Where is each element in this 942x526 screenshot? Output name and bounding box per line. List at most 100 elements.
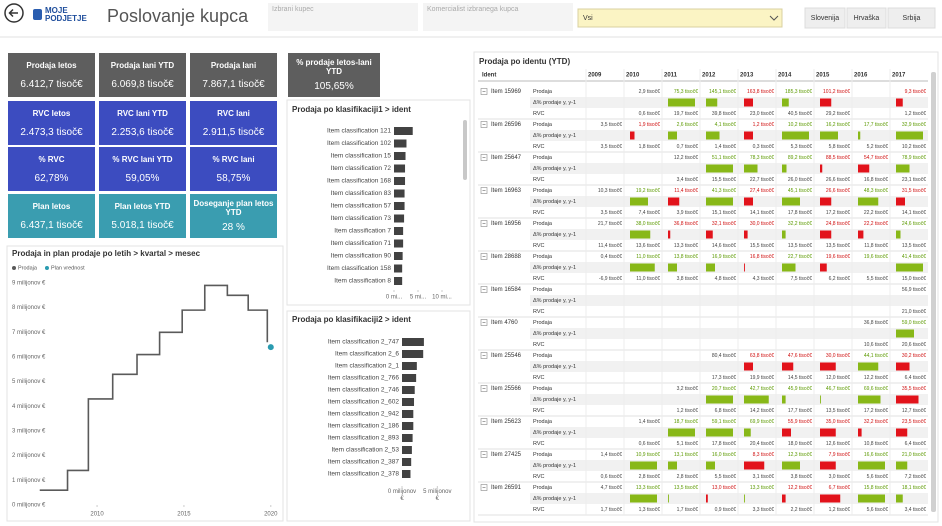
x-tick-label: 0 milijonov € (387, 489, 417, 502)
bar (394, 202, 405, 210)
cell-value: 16,0 tisoč€ (712, 452, 736, 458)
legend-label: Prodaja (18, 265, 38, 271)
delta-bar (782, 494, 786, 503)
country-button[interactable] (887, 7, 936, 29)
cell-value: 1,9 tisoč€ (639, 122, 661, 128)
x-tick-label: 0 mi... (386, 295, 403, 301)
delta-bar (668, 263, 677, 272)
cell-value: 5,5 tisoč€ (867, 276, 889, 282)
cell-value: 16,9 tisoč€ (712, 254, 736, 260)
cell-value: 51,1 tisoč€ (712, 155, 736, 161)
cell-value: 78,3 tisoč€ (750, 155, 774, 161)
dropdown[interactable] (577, 8, 783, 28)
kpi-card: Prodaja lani 7.867,1 tisoč€ (190, 53, 277, 97)
kpi-card: % RVC lani 58,75% (190, 147, 277, 191)
cell-value: 10,6 tisoč€ (864, 342, 888, 348)
delta-bar (744, 263, 745, 272)
country-button[interactable] (846, 7, 887, 29)
cell-value: 3,4 tisoč€ (905, 507, 927, 513)
category-label: Item classification 2_766 (328, 375, 400, 382)
kpi-value: 6.437,1 tisoč€ (20, 219, 83, 231)
cell-value: 9,3 tisoč€ (905, 89, 927, 95)
row-label: Prodaja (533, 254, 553, 260)
panel (286, 99, 471, 306)
button-label[interactable]: Srbija (903, 15, 921, 22)
delta-bar (744, 230, 748, 239)
cell-value: 3,5 tisoč€ (601, 210, 623, 216)
category-label: Item classification 102 (327, 140, 391, 147)
cell-value: 48,3 tisoč€ (864, 188, 888, 194)
cell-value: 24,6 tisoč€ (902, 221, 926, 227)
kpi-value: 59,05% (125, 172, 160, 184)
bar (402, 362, 417, 370)
cell-value: 17,8 tisoč€ (788, 210, 812, 216)
cell-value: 21,0 tisoč€ (902, 309, 926, 315)
y-tick-label: 2 milijonov € (12, 453, 46, 459)
delta-bar (820, 164, 823, 173)
column-header: Ident (482, 73, 496, 79)
row-label: Prodaja (533, 419, 553, 425)
item-name: Item 26591 (491, 485, 522, 491)
cell-value: 3,5 tisoč€ (601, 122, 623, 128)
delta-bar (668, 197, 680, 206)
row-label: RVC (533, 441, 545, 447)
country-button[interactable] (804, 7, 846, 29)
bar (402, 410, 414, 418)
row-label: Prodaja (533, 89, 553, 95)
cell-value: 12,3 tisoč€ (788, 452, 812, 458)
scrollbar[interactable] (931, 72, 936, 512)
legend-marker (44, 266, 49, 270)
delta-bar (858, 131, 861, 140)
row-label: RVC (533, 276, 545, 282)
button-label[interactable]: Hrvaška (854, 15, 880, 22)
delta-bar (630, 230, 651, 239)
kpi-card: RVC lani 2.911,5 tisoč€ (190, 101, 277, 145)
cell-value: 12,7 tisoč€ (902, 408, 926, 414)
cell-value: 11,0 tisoč€ (636, 276, 660, 282)
cell-value: 16,8 tisoč€ (750, 254, 774, 260)
cell-value: 11,4 tisoč€ (674, 188, 698, 194)
cell-value: 5,2 tisoč€ (867, 144, 889, 150)
cell-value: 89,2 tisoč€ (788, 155, 812, 161)
legend-label: Plan vrednost (51, 265, 85, 271)
cell-value: 1,7 tisoč€ (601, 507, 623, 513)
cell-value: 23,5 tisoč€ (902, 419, 926, 425)
cell-value: 17,2 tisoč€ (826, 210, 850, 216)
row-label: Δ% prodaje y, y-1 (533, 199, 576, 205)
kpi-value: 6.412,7 tisoč€ (20, 78, 83, 90)
column-header: 2013 (740, 73, 754, 79)
dropdown-value[interactable]: Vsi (583, 15, 593, 22)
filter-box[interactable] (268, 3, 418, 31)
scrollbar[interactable] (463, 120, 467, 180)
row-label: RVC (533, 408, 545, 414)
cell-value: 1,2 tisoč€ (753, 122, 775, 128)
kpi-label: % RVC lani (212, 154, 255, 164)
cell-value: 5,1 tisoč€ (677, 441, 699, 447)
category-label: Item classification 15 (331, 153, 392, 160)
cell-value: 0,6 tisoč€ (639, 111, 661, 117)
kpi-value: 105,65% (314, 80, 354, 92)
row-label: Prodaja (533, 221, 553, 227)
row-label: Δ% prodaje y, y-1 (533, 331, 576, 337)
cell-value: 54,7 tisoč€ (864, 155, 888, 161)
cell-value: 2,8 tisoč€ (677, 474, 699, 480)
cell-value: 14,1 tisoč€ (902, 210, 926, 216)
cell-value: 8,3 tisoč€ (753, 452, 775, 458)
button-label[interactable]: Slovenija (811, 15, 840, 22)
cell-value: 32,2 tisoč€ (788, 221, 812, 227)
cell-value: 23,0 tisoč€ (750, 111, 774, 117)
bar (402, 386, 415, 394)
delta-bar (706, 98, 718, 107)
cell-value: 12,6 tisoč€ (826, 441, 850, 447)
column-header: 2016 (854, 73, 868, 79)
filter-box[interactable] (423, 3, 573, 31)
category-label: Item classification 2_6 (335, 351, 399, 358)
kpi-value: 5.018,1 tisoč€ (111, 219, 174, 231)
cell-value: 88,5 tisoč€ (826, 155, 850, 161)
cell-value: 45,9 tisoč€ (788, 386, 812, 392)
item-name: Item 26596 (491, 122, 522, 128)
cell-value: 19,7 tisoč€ (674, 111, 698, 117)
y-tick-label: 8 milijonov € (12, 305, 46, 311)
cell-value: 35,5 tisoč€ (902, 386, 926, 392)
